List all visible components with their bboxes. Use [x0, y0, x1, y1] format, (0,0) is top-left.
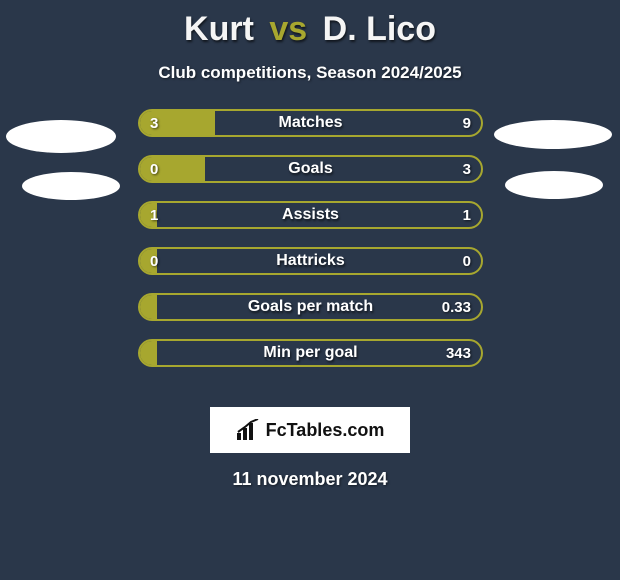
subtitle: Club competitions, Season 2024/2025 [0, 63, 620, 83]
stat-right-value: 0.33 [442, 295, 471, 319]
stat-bar: 3Matches9 [138, 109, 483, 137]
player1-name: Kurt [184, 10, 254, 48]
stat-bar: 0Hattricks0 [138, 247, 483, 275]
logo-badge: FcTables.com [210, 407, 410, 453]
avatar-placeholder [494, 120, 612, 149]
logo-text: FcTables.com [266, 420, 385, 441]
stat-bar: Min per goal343 [138, 339, 483, 367]
avatar-placeholder [505, 171, 603, 199]
avatar-placeholder [22, 172, 120, 200]
stat-label: Matches [140, 111, 481, 135]
comparison-title: Kurt vs D. Lico [0, 0, 620, 49]
stat-right-value: 9 [463, 111, 471, 135]
stat-bar: Goals per match0.33 [138, 293, 483, 321]
stat-right-value: 0 [463, 249, 471, 273]
stat-label: Goals per match [140, 295, 481, 319]
stat-right-value: 343 [446, 341, 471, 365]
player2-name: D. Lico [323, 10, 436, 48]
stat-label: Goals [140, 157, 481, 181]
stat-label: Assists [140, 203, 481, 227]
stat-label: Hattricks [140, 249, 481, 273]
vs-label: vs [269, 10, 307, 48]
bars-icon [236, 419, 262, 441]
stat-bar: 0Goals3 [138, 155, 483, 183]
bars-container: 3Matches90Goals31Assists10Hattricks0Goal… [138, 109, 483, 385]
avatar-placeholder [6, 120, 116, 153]
stat-bar: 1Assists1 [138, 201, 483, 229]
chart-area: 3Matches90Goals31Assists10Hattricks0Goal… [0, 109, 620, 399]
stat-label: Min per goal [140, 341, 481, 365]
footer-date: 11 november 2024 [0, 469, 620, 490]
stat-right-value: 1 [463, 203, 471, 227]
stat-right-value: 3 [463, 157, 471, 181]
